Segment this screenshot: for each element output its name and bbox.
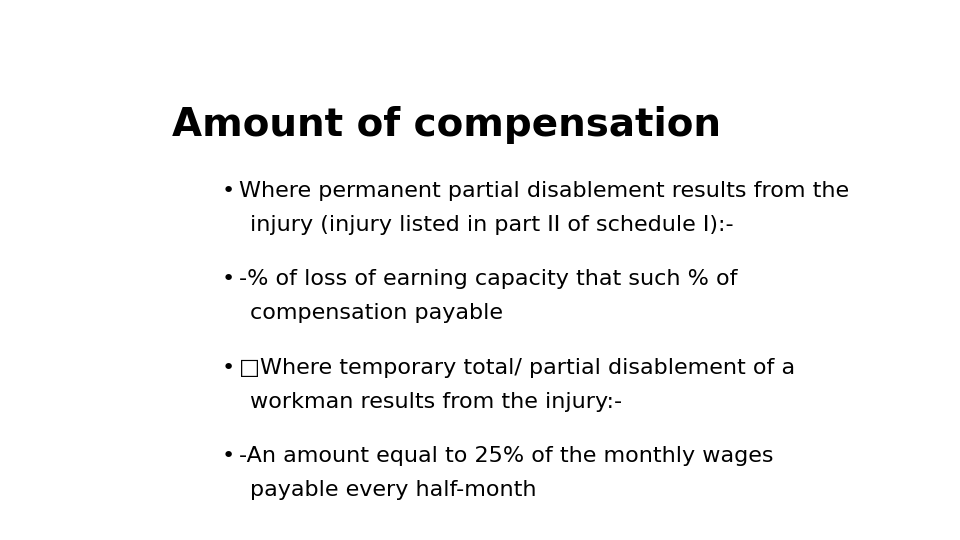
Text: •: •	[221, 446, 234, 465]
Text: •: •	[221, 269, 234, 289]
Text: •: •	[221, 357, 234, 377]
Text: injury (injury listed in part II of schedule I):-: injury (injury listed in part II of sche…	[251, 215, 733, 235]
Text: -An amount equal to 25% of the monthly wages: -An amount equal to 25% of the monthly w…	[239, 446, 774, 465]
Text: payable every half-month: payable every half-month	[251, 480, 537, 500]
Text: workman results from the injury:-: workman results from the injury:-	[251, 392, 622, 411]
Text: compensation payable: compensation payable	[251, 303, 503, 323]
Text: □Where temporary total/ partial disablement of a: □Where temporary total/ partial disablem…	[239, 357, 795, 377]
Text: -% of loss of earning capacity that such % of: -% of loss of earning capacity that such…	[239, 269, 737, 289]
Text: Where permanent partial disablement results from the: Where permanent partial disablement resu…	[239, 181, 850, 201]
Text: Amount of compensation: Amount of compensation	[172, 106, 721, 144]
Text: •: •	[221, 181, 234, 201]
